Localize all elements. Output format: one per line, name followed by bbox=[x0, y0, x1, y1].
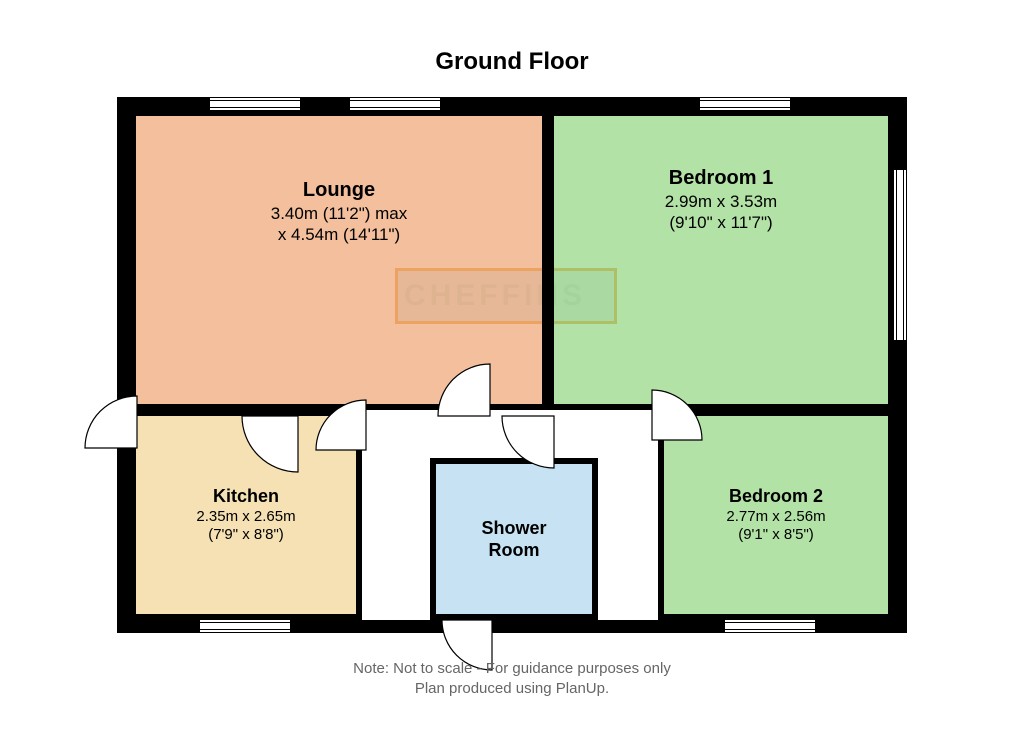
room-bedroom1-dim2: (9'10" x 11'7") bbox=[669, 212, 772, 233]
footer-line1: Note: Not to scale - For guidance purpos… bbox=[0, 660, 1024, 677]
room-bedroom2: Bedroom 2 2.77m x 2.56m (9'1" x 8'5") bbox=[658, 410, 894, 620]
room-lounge-name: Lounge bbox=[303, 178, 375, 203]
room-bedroom1: Bedroom 1 2.99m x 3.53m (9'10" x 11'7") bbox=[548, 110, 894, 410]
room-bedroom2-dim1: 2.77m x 2.56m bbox=[726, 508, 825, 527]
room-lounge: Lounge 3.40m (11'2") max x 4.54m (14'11"… bbox=[130, 110, 548, 410]
window-mark bbox=[210, 98, 300, 110]
room-bedroom1-dim1: 2.99m x 3.53m bbox=[665, 191, 777, 212]
room-bedroom1-name: Bedroom 1 bbox=[669, 166, 773, 191]
room-shower: Shower Room bbox=[430, 458, 598, 620]
window-mark bbox=[700, 98, 790, 110]
floor-plan: Lounge 3.40m (11'2") max x 4.54m (14'11"… bbox=[130, 110, 894, 620]
room-shower-name2: Room bbox=[489, 539, 540, 562]
room-kitchen: Kitchen 2.35m x 2.65m (7'9" x 8'8") bbox=[130, 410, 362, 620]
room-kitchen-name: Kitchen bbox=[213, 485, 279, 508]
window-mark bbox=[725, 620, 815, 632]
room-shower-name: Shower bbox=[481, 517, 546, 540]
room-bedroom2-name: Bedroom 2 bbox=[729, 485, 823, 508]
window-mark bbox=[350, 98, 440, 110]
room-bedroom2-dim2: (9'1" x 8'5") bbox=[738, 526, 814, 545]
plan-title: Ground Floor bbox=[0, 48, 1024, 76]
window-mark bbox=[894, 170, 906, 340]
footer-line2: Plan produced using PlanUp. bbox=[0, 680, 1024, 697]
canvas: Ground Floor Lounge 3.40m (11'2") max x … bbox=[0, 0, 1024, 744]
room-lounge-dim1: 3.40m (11'2") max bbox=[271, 203, 408, 224]
room-lounge-dim2: x 4.54m (14'11") bbox=[278, 224, 400, 245]
room-kitchen-dim1: 2.35m x 2.65m bbox=[196, 508, 295, 527]
room-kitchen-dim2: (7'9" x 8'8") bbox=[208, 526, 284, 545]
window-mark bbox=[200, 620, 290, 632]
watermark-cheffins: CHEFFINS bbox=[395, 268, 617, 324]
